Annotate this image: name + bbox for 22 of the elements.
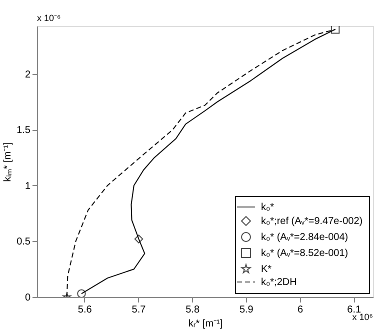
legend-label: k₀*;2DH: [261, 277, 297, 288]
y-tick-label: 1: [24, 180, 31, 192]
legend-label: k₀* (Aᵥ*=2.84e-004): [261, 232, 348, 243]
point: [77, 289, 86, 297]
legend-label: k₀* (Aᵥ*=8.52e-001): [261, 248, 348, 259]
legend-label: k₀*;ref (Aᵥ*=9.47e-002): [261, 216, 363, 227]
point: [330, 26, 340, 34]
x-tick-label: 5.8: [186, 304, 200, 316]
legend-label: K*: [261, 264, 272, 275]
y-tick-label: 0: [24, 292, 31, 304]
x-tick-label: 6: [297, 304, 304, 316]
y-tick-label: 0.5: [16, 236, 31, 248]
y-tick-label: 2: [24, 69, 31, 80]
x-tick-label: 5.7: [132, 304, 146, 316]
point: [134, 234, 144, 244]
x-tick-label: 5.9: [239, 304, 254, 316]
text: x 10⁻⁶: [37, 13, 62, 23]
y-axis-title: kᵢₘ* [m⁻¹]: [2, 142, 14, 182]
y-tick-label: 1.5: [16, 125, 31, 136]
x-axis-title: kᵣ* [m⁻¹]: [188, 318, 223, 330]
x-tick-label: 5.6: [78, 304, 92, 316]
legend-label: k₀*: [261, 202, 274, 213]
